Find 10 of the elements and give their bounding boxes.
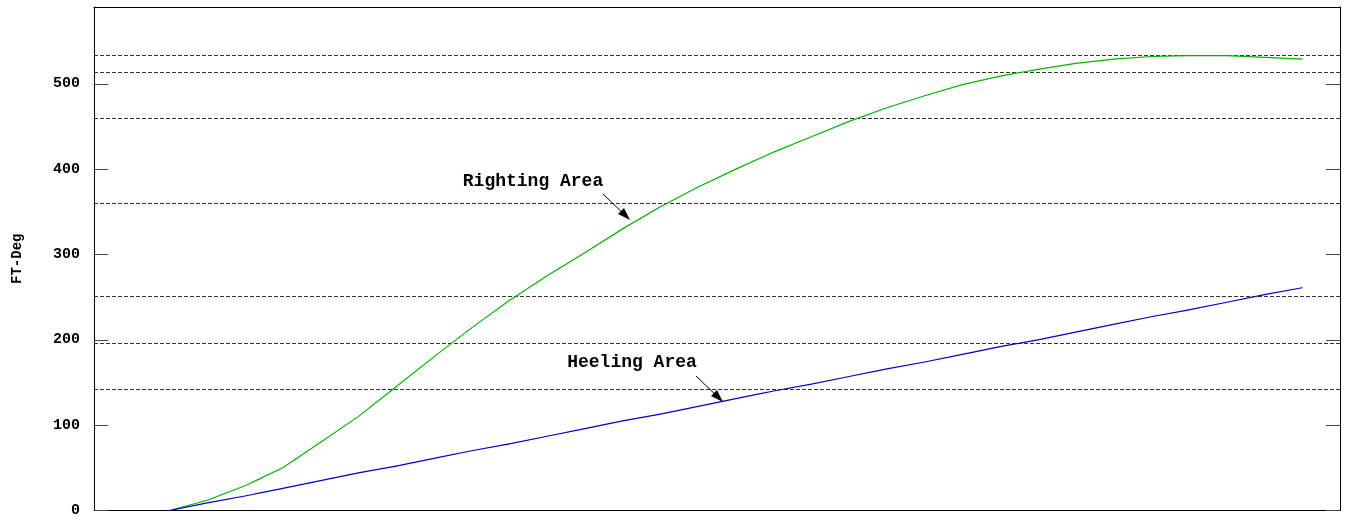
y-tick-label: 300 [52, 245, 80, 263]
y-tick-label: 400 [52, 160, 80, 178]
y-axis-title: FT-Deg [9, 233, 25, 284]
line-series [168, 287, 1303, 512]
y-tick-label: 100 [52, 416, 80, 434]
annotation: Heeling Area [567, 352, 698, 372]
y-tick-label: 200 [52, 331, 80, 349]
y-tick-label: 500 [52, 75, 80, 93]
y-tick-label: 0 [70, 502, 80, 518]
annotation: Righting Area [462, 171, 604, 191]
